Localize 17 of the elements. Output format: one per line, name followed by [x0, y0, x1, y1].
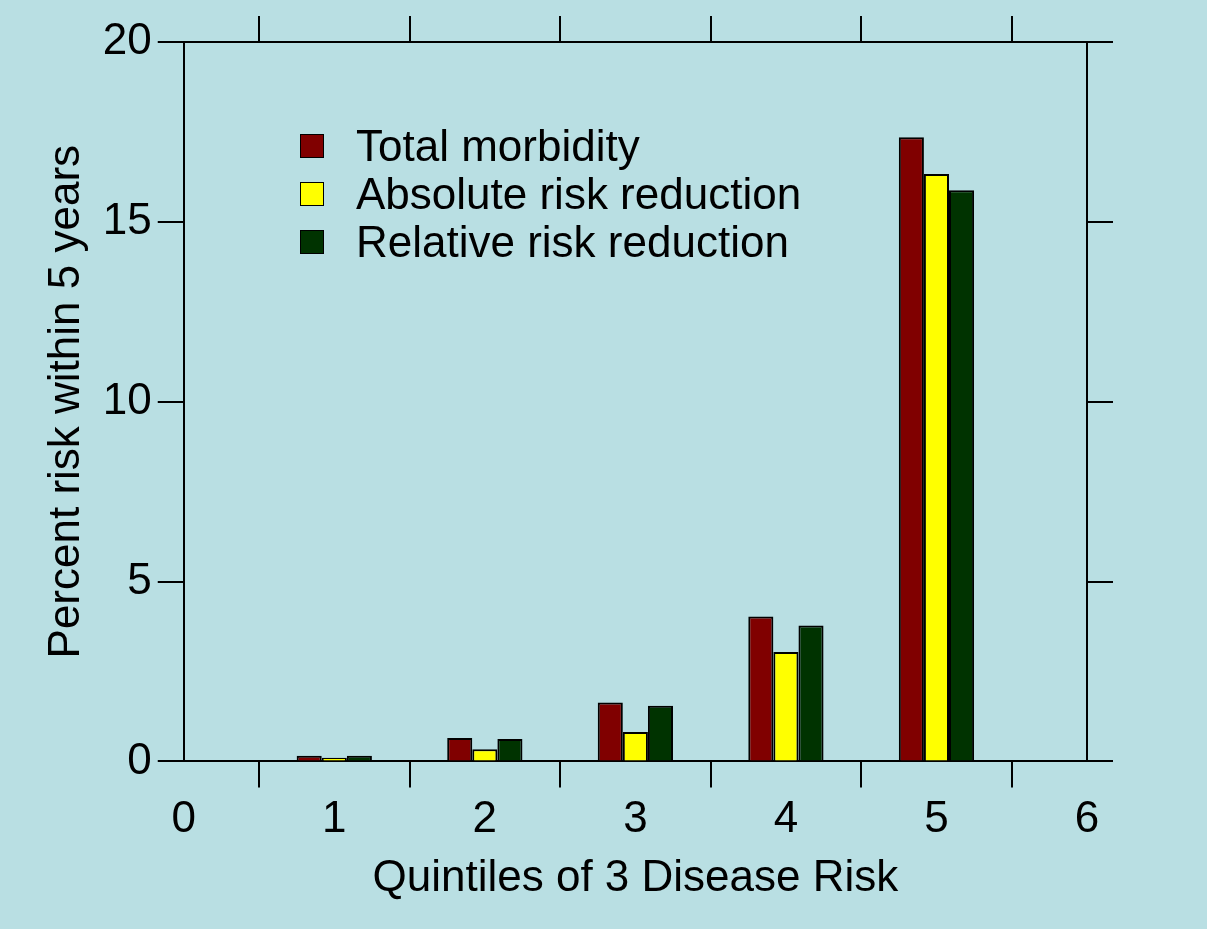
x-tick-label: 1 [322, 791, 347, 841]
x-tick-label: 4 [773, 791, 799, 841]
x-tick-label: 2 [472, 791, 498, 841]
y-tick-label: 0 [127, 733, 152, 783]
y-axis-title: Percent risk within 5 years [38, 144, 88, 659]
legend-label: Total morbidity [356, 121, 640, 170]
legend-label: Relative risk reduction [356, 217, 789, 266]
y-tick-label: 20 [102, 14, 152, 64]
x-tick-label: 5 [924, 791, 949, 841]
x-tick-label: 6 [1074, 791, 1100, 841]
legend-label: Absolute risk reduction [356, 169, 802, 218]
x-tick-label: 3 [623, 791, 648, 841]
y-tick-label: 15 [102, 193, 152, 243]
y-tick-label: 5 [127, 553, 152, 603]
x-axis-title: Quintiles of 3 Disease Risk [372, 850, 900, 900]
y-tick-label: 10 [102, 373, 152, 423]
x-tick-label: 0 [171, 791, 196, 841]
